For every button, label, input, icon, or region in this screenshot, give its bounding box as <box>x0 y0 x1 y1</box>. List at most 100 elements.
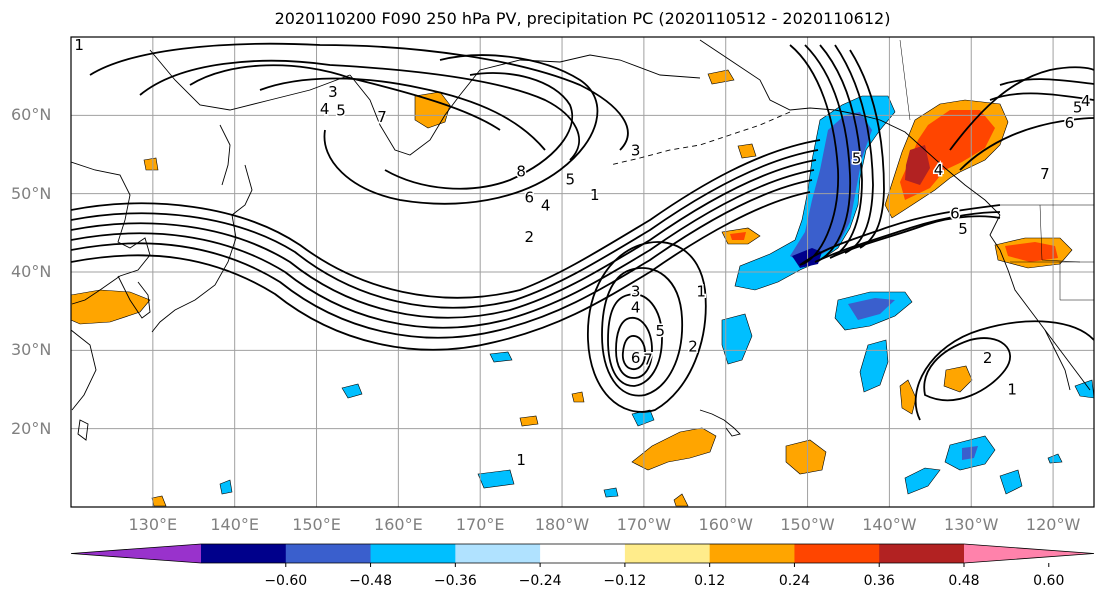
colorbar-tick-label: 0.24 <box>778 573 811 589</box>
coastline-korea <box>117 275 151 319</box>
pv-contour-low-5 <box>621 335 646 371</box>
contour-label: 7 <box>377 108 387 126</box>
longitude-label: 130°W <box>944 515 999 534</box>
pv-contour-low-4 <box>615 317 653 379</box>
contour-label: 7 <box>1040 165 1050 183</box>
coastline-china-south <box>71 329 97 411</box>
contour-label: 6 <box>950 204 960 222</box>
pv-contour-ne-4 <box>999 78 1094 86</box>
pv-contour-trough-2 <box>804 44 1001 263</box>
contour-label: 6 <box>1065 114 1075 132</box>
colorbar-tick-label: 0.48 <box>948 573 980 589</box>
graticule <box>71 37 1094 507</box>
contour-label: 7 <box>643 351 653 369</box>
precip-negative-patch-11 <box>1074 379 1094 399</box>
pv-contour-ne-3 <box>989 92 1094 101</box>
contour-label: 1 <box>696 283 706 301</box>
precip-negative-patch-3 <box>859 339 889 393</box>
latitude-label: 30°N <box>11 340 52 360</box>
colorbar-tick-label: −0.24 <box>518 573 562 589</box>
precip-positive-patch-10 <box>151 495 167 507</box>
contour-label: 5 <box>336 102 346 120</box>
precip-positive-patch-9 <box>571 391 585 403</box>
precip-positive-patch-4 <box>899 379 917 415</box>
contour-label: 1 <box>74 36 84 54</box>
pv-contour-north-1 <box>89 42 629 151</box>
coastline-alaska-south <box>834 109 1001 216</box>
latitude-label: 60°N <box>11 105 52 125</box>
colorbar-tick-label: −0.12 <box>603 573 647 589</box>
colorbar-segment <box>201 544 287 563</box>
precip-negative-alaska-core <box>792 248 822 268</box>
pv-contour-trough-4 <box>834 44 874 254</box>
precip-negative-patch-10 <box>489 351 513 363</box>
contour-label: 4 <box>934 161 944 179</box>
colorbar-tick-label: 0.36 <box>863 573 895 589</box>
precip-negative-patch-1-core <box>848 298 895 320</box>
border-alaska-canada <box>899 39 911 121</box>
pv-contour-north-2 <box>139 59 580 161</box>
precip-positive-patch-6 <box>737 143 757 159</box>
precip-positive-nepac-red <box>1005 242 1058 262</box>
precip-negative-patch-14 <box>1047 453 1063 464</box>
contour-label: 4 <box>631 298 641 316</box>
coastline-sakhalin <box>219 124 231 186</box>
precip-positive-patch-7 <box>143 157 159 171</box>
contour-label: 2 <box>525 228 535 246</box>
coastline-hawaii <box>699 409 741 437</box>
precip-positive-patch-5 <box>707 69 735 85</box>
coastline-taiwan <box>77 419 89 441</box>
contour-label: 5 <box>565 171 575 189</box>
precipitation-shading <box>71 69 1094 507</box>
pv-contour-west-4 <box>71 169 815 329</box>
precip-positive-patch-1 <box>785 439 827 475</box>
contour-label: 1 <box>590 186 600 204</box>
contour-label: 6 <box>631 349 641 367</box>
longitude-label: 120°W <box>1025 515 1081 534</box>
pv-contours <box>71 42 1094 421</box>
longitude-label: 150°W <box>780 515 835 534</box>
precip-negative-patch-9 <box>341 383 363 399</box>
latitude-label: 50°N <box>11 183 52 203</box>
colorbar-extend-min <box>71 544 201 563</box>
colorbar-tick-label: 0.12 <box>694 573 726 589</box>
pv-contour-north-4 <box>259 77 546 151</box>
colorbar <box>70 543 1095 567</box>
pv-contour-west-1 <box>71 139 821 299</box>
pv-contour-west-5 <box>71 179 813 339</box>
coastline-siberia <box>459 54 701 96</box>
longitude-label: 140°W <box>862 515 917 534</box>
longitude-label: 180°W <box>534 515 590 534</box>
contour-label: 6 <box>525 189 535 207</box>
precip-positive-nw-america-core <box>905 145 930 185</box>
latitude-label: 20°N <box>11 418 52 438</box>
precip-positive-patch-11 <box>673 493 689 507</box>
pv-contour-east-low-2 <box>914 320 1094 421</box>
colorbar-tick-label: −0.60 <box>264 573 308 589</box>
colorbar-tick-label: −0.48 <box>349 573 392 589</box>
colorbar-extend-max <box>964 544 1094 563</box>
contour-label: 4 <box>541 196 551 214</box>
precip-negative-patch-5 <box>904 467 941 495</box>
pv-contour-trough-3 <box>819 44 1001 259</box>
precip-negative-patch-7 <box>477 469 515 489</box>
precip-positive-japan <box>71 289 151 325</box>
contour-label: 8 <box>516 163 526 181</box>
precip-negative-patch-4-core <box>962 446 978 460</box>
latitude-label: 40°N <box>11 262 52 281</box>
colorbar-segment <box>370 544 456 563</box>
colorbar-segment <box>285 544 372 563</box>
pv-contour-ridge-2 <box>384 72 573 190</box>
contour-label: 5 <box>852 149 862 167</box>
contour-label: 3 <box>631 142 641 160</box>
pv-contour-ne-1 <box>949 66 1094 151</box>
contour-label: 3 <box>328 83 338 101</box>
colorbar-segment <box>794 544 880 563</box>
pv-contour-trough-1 <box>789 44 1001 266</box>
pv-contour-low-2 <box>601 267 683 397</box>
precip-negative-patch-13 <box>603 487 619 498</box>
coastline-kamchatka <box>349 74 461 156</box>
contour-label: 3 <box>631 283 641 301</box>
pv-contour-north-3 <box>189 64 501 131</box>
